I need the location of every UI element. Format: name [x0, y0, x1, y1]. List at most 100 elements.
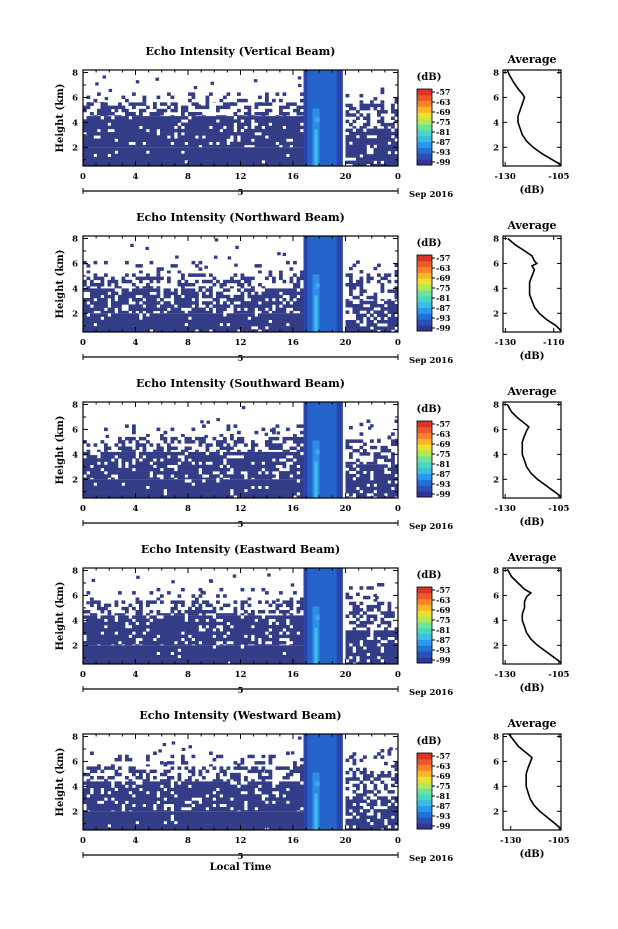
data-cell [216, 654, 220, 659]
data-cell [251, 288, 255, 292]
data-cell [247, 479, 252, 483]
data-cell [111, 637, 115, 642]
data-cell [345, 144, 350, 149]
data-cell [261, 474, 266, 478]
event-core [307, 70, 337, 166]
data-cell [230, 648, 234, 652]
data-cell [261, 128, 266, 133]
data-cell [258, 615, 262, 619]
data-cell [191, 474, 196, 478]
data-cell [223, 132, 227, 136]
data-cell [184, 138, 189, 142]
data-cell [142, 477, 147, 480]
data-cell [114, 467, 119, 472]
data-cell [93, 618, 98, 623]
data-cell [230, 301, 234, 305]
data-cell [209, 477, 213, 480]
data-cell [251, 286, 255, 289]
data-cell [289, 279, 294, 284]
data-cell [177, 645, 182, 649]
data-cell [90, 637, 94, 642]
data-cell [174, 495, 178, 498]
data-cell [275, 307, 280, 312]
data-cell [170, 119, 175, 123]
data-cell [373, 493, 378, 497]
data-cell [198, 458, 203, 462]
data-cell [149, 485, 154, 490]
data-cell [219, 637, 224, 642]
data-cell [195, 156, 199, 161]
data-cell [349, 160, 353, 165]
data-cell [275, 658, 280, 662]
data-cell [118, 105, 122, 110]
data-cell [254, 661, 259, 664]
data-cell [174, 116, 178, 120]
data-cell [380, 289, 385, 293]
data-cell [265, 482, 269, 486]
data-cell [156, 95, 161, 100]
data-cell [394, 419, 398, 423]
data-cell [205, 128, 210, 133]
data-cell [226, 116, 231, 120]
data-cell [349, 493, 353, 497]
data-cell [387, 300, 392, 305]
data-cell [118, 474, 122, 478]
data-cell [114, 286, 119, 289]
data-cell [156, 291, 161, 296]
data-cell [83, 326, 87, 330]
data-cell [272, 661, 276, 664]
data-cell [146, 467, 150, 472]
data-cell [184, 628, 189, 632]
data-cell [300, 313, 304, 317]
data-cell [373, 486, 378, 491]
data-cell [188, 661, 192, 664]
data-cell [167, 294, 171, 299]
data-cell [300, 150, 304, 154]
data-cell [128, 440, 133, 444]
data-cell [170, 313, 175, 317]
data-cell [391, 131, 395, 136]
data-cell [174, 316, 178, 320]
data-cell [387, 496, 392, 498]
data-cell [202, 319, 206, 324]
data-cell [90, 141, 94, 146]
data-cell [226, 479, 231, 483]
data-cell [293, 644, 297, 646]
data-cell [86, 464, 91, 469]
data-cell [135, 141, 140, 146]
data-cell [100, 313, 105, 317]
data-cell [377, 439, 381, 443]
data-cell [275, 625, 280, 629]
data-cell [394, 270, 398, 274]
data-cell [90, 654, 94, 659]
data-cell [111, 119, 115, 123]
data-cell [373, 126, 378, 129]
data-cell [167, 310, 171, 314]
data-cell [191, 455, 196, 459]
data-cell [349, 486, 353, 491]
data-cell [272, 436, 276, 441]
data-cell [268, 661, 273, 664]
data-cell [349, 320, 353, 324]
colorbar-swatch [417, 491, 432, 498]
data-cell [204, 265, 208, 269]
data-cell [167, 495, 171, 498]
data-cell [293, 479, 297, 483]
data-cell [352, 119, 357, 124]
x-tick-label: 20 [340, 338, 352, 348]
data-cell [237, 477, 241, 480]
data-cell [223, 141, 227, 146]
data-cell [345, 461, 350, 465]
data-cell [202, 634, 206, 639]
data-cell [261, 488, 266, 493]
data-cell [233, 150, 238, 154]
data-cell [142, 116, 147, 120]
data-cell [293, 304, 297, 308]
data-cell [289, 661, 294, 664]
data-cell [125, 163, 129, 166]
data-cell [86, 625, 91, 629]
data-cell [226, 427, 231, 432]
data-cell [111, 138, 115, 142]
data-cell [198, 618, 203, 623]
data-cell [349, 292, 353, 297]
